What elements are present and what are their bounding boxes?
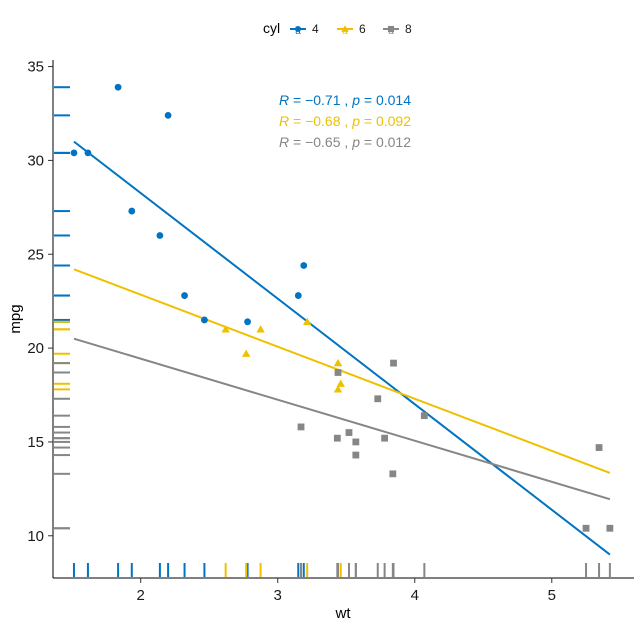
x-tick-label: 2 bbox=[137, 587, 145, 604]
regression-lines bbox=[73, 140, 611, 556]
stat-label-cyl-4: R = −0.71 , p = 0.014 bbox=[279, 92, 411, 108]
point-cyl-8 bbox=[390, 359, 397, 367]
rug-marks bbox=[54, 86, 611, 577]
point-cyl-4 bbox=[156, 232, 164, 239]
x-tick-label: 4 bbox=[411, 587, 419, 604]
point-cyl-8 bbox=[333, 434, 341, 442]
stat-label-cyl-6: R = −0.68 , p = 0.092 bbox=[279, 113, 411, 129]
point-cyl-8 bbox=[345, 429, 353, 436]
fit-line-cyl-4 bbox=[73, 140, 611, 556]
point-cyl-6 bbox=[256, 325, 265, 333]
point-cyl-8 bbox=[334, 369, 342, 376]
legend-label: 6 bbox=[359, 22, 366, 36]
point-cyl-4 bbox=[294, 292, 302, 299]
point-cyl-4 bbox=[164, 111, 172, 119]
x-tick-label: 3 bbox=[274, 587, 282, 604]
point-cyl-8 bbox=[381, 434, 389, 442]
point-cyl-6 bbox=[333, 385, 343, 393]
y-axis-title: mpg bbox=[7, 304, 24, 333]
point-cyl-8 bbox=[352, 451, 360, 459]
legend-swatch-glyph: a bbox=[295, 26, 301, 37]
point-cyl-8 bbox=[595, 444, 603, 451]
point-cyl-4 bbox=[70, 149, 78, 157]
point-cyl-8 bbox=[420, 412, 428, 420]
point-cyl-4 bbox=[201, 316, 208, 324]
legend-swatch-glyph: a bbox=[388, 26, 394, 37]
y-tick-label: 30 bbox=[27, 152, 44, 169]
point-cyl-8 bbox=[352, 438, 360, 446]
point-cyl-6 bbox=[242, 349, 251, 357]
legend-swatch-marker bbox=[341, 25, 349, 32]
point-cyl-8 bbox=[389, 470, 397, 478]
point-cyl-6 bbox=[221, 325, 230, 333]
legend-label: 8 bbox=[405, 22, 412, 36]
y-tick-label: 20 bbox=[27, 340, 44, 357]
point-cyl-6 bbox=[333, 358, 343, 367]
fit-line-cyl-6 bbox=[73, 268, 611, 474]
x-tick-label: 5 bbox=[548, 587, 556, 604]
legend-swatch-marker bbox=[387, 25, 395, 33]
x-axis-title: wt bbox=[335, 605, 352, 622]
legend-title: cyl bbox=[263, 20, 280, 36]
point-cyl-4 bbox=[244, 318, 251, 326]
point-cyl-4 bbox=[300, 262, 308, 269]
point-cyl-8 bbox=[374, 395, 382, 403]
point-cyl-8 bbox=[297, 423, 305, 431]
correlation-annotations: R = −0.71 , p = 0.014 R = −0.68 , p = 0.0… bbox=[279, 92, 411, 150]
point-cyl-6 bbox=[336, 379, 345, 387]
point-cyl-4 bbox=[114, 83, 122, 91]
y-tick-label: 25 bbox=[27, 246, 44, 263]
legend-swatch-marker bbox=[294, 25, 302, 33]
y-tick-label: 15 bbox=[27, 434, 44, 451]
point-cyl-4 bbox=[84, 149, 92, 157]
y-tick-label: 10 bbox=[27, 528, 44, 545]
point-cyl-4 bbox=[181, 292, 188, 299]
point-cyl-8 bbox=[582, 524, 590, 532]
y-tick-label: 35 bbox=[27, 59, 44, 76]
data-points bbox=[70, 83, 614, 532]
fit-line-cyl-8 bbox=[73, 337, 611, 501]
axes: 2 3 4 5 10 15 20 25 30 35 bbox=[27, 59, 634, 604]
stat-label-cyl-8: R = −0.65 , p = 0.012 bbox=[279, 134, 411, 150]
legend-label: 4 bbox=[312, 22, 319, 36]
point-cyl-6 bbox=[302, 317, 312, 325]
point-cyl-8 bbox=[606, 524, 614, 532]
point-cyl-4 bbox=[128, 207, 136, 215]
legend-swatch-glyph: a bbox=[342, 26, 348, 37]
